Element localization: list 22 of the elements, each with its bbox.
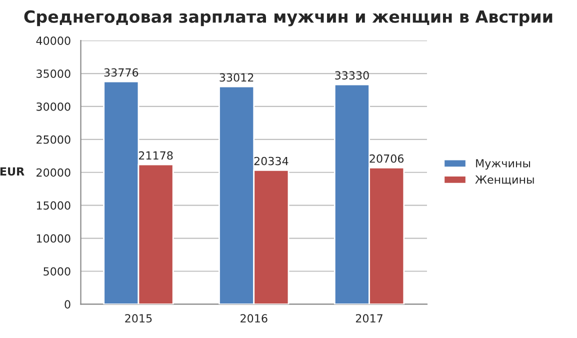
y-tick-label: 25000	[36, 135, 70, 144]
y-tick-label: 5000	[44, 267, 70, 276]
y-tick-label: 20000	[36, 168, 70, 177]
y-tick-label: 15000	[36, 201, 70, 210]
data-label: 20334	[254, 156, 288, 166]
data-label: 33012	[220, 73, 254, 82]
x-tick-label: 2015	[125, 314, 152, 323]
y-tick-label: 10000	[36, 234, 70, 243]
y-tick-label: 0	[64, 300, 70, 309]
y-tick-label: 40000	[36, 36, 70, 45]
data-label: 21178	[138, 151, 173, 160]
chart-title: Среднегодовая зарплата мужчин и женщин в Австрии	[24, 10, 552, 26]
data-label: 20706	[370, 154, 404, 163]
data-label: 33330	[335, 71, 369, 80]
y-axis-title: EUR	[0, 167, 24, 176]
data-label: 33776	[104, 68, 138, 77]
x-tick-label: 2017	[356, 314, 382, 323]
y-tick-label: 35000	[36, 69, 70, 78]
x-tick-label: 2016	[240, 314, 268, 323]
legend-label: Женщины	[475, 176, 534, 186]
legend-label: Мужчины	[476, 159, 530, 170]
y-tick-label: 30000	[36, 102, 70, 111]
